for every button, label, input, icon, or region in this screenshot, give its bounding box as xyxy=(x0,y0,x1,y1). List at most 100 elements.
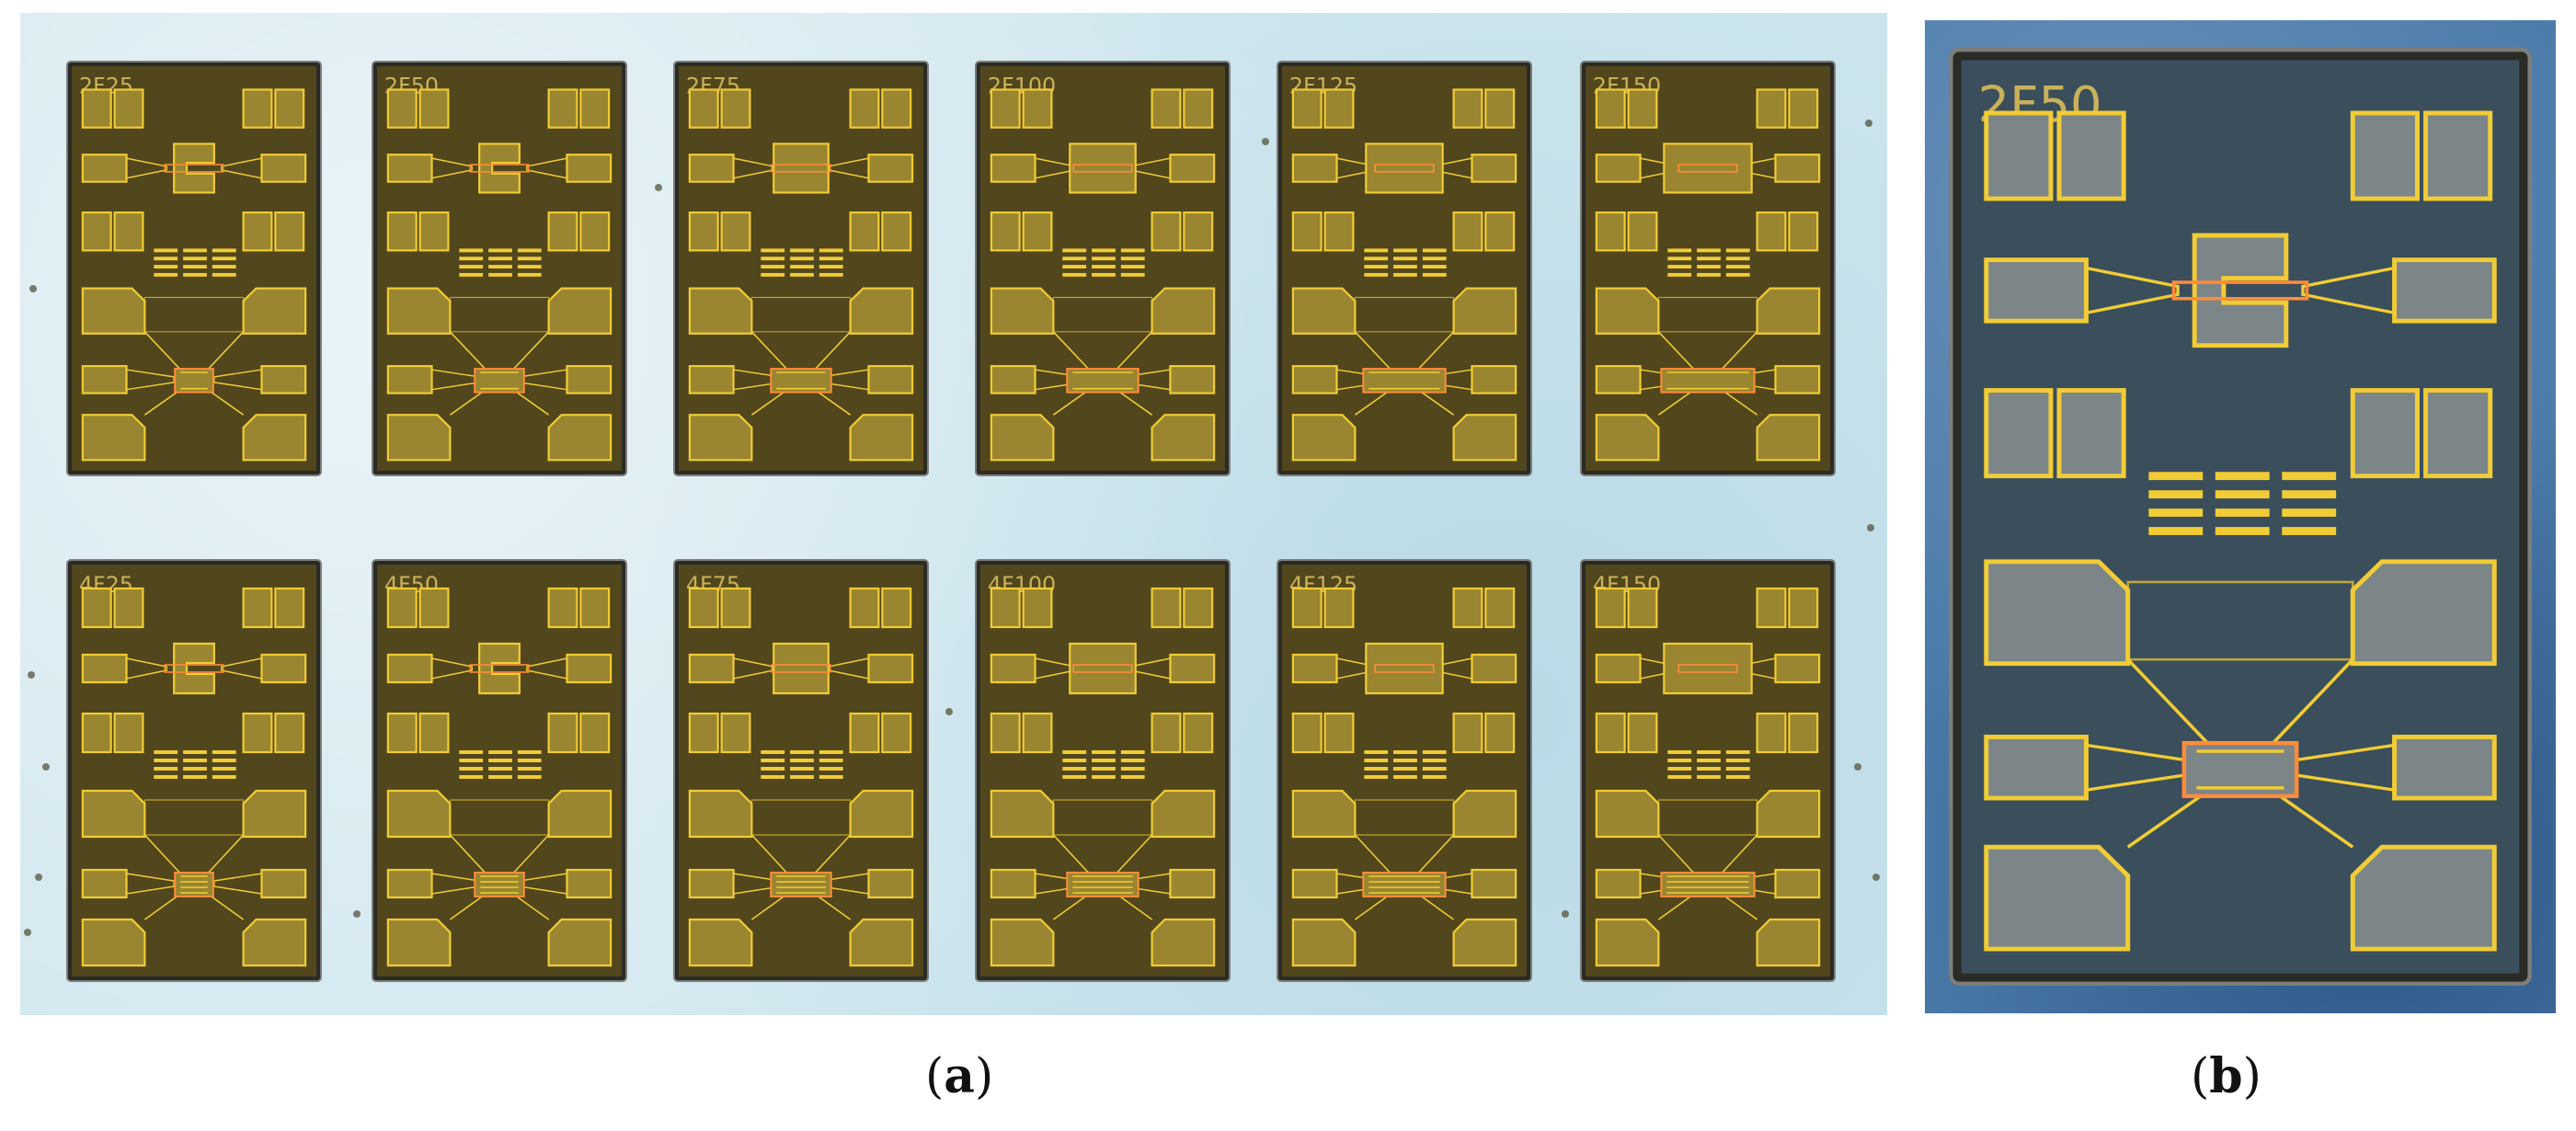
feed-lines xyxy=(449,834,550,920)
comb-line xyxy=(761,767,785,771)
contact-pad xyxy=(1151,88,1182,129)
comb-line xyxy=(154,750,178,754)
contact-pad xyxy=(1595,211,1626,252)
comb-line xyxy=(1092,759,1116,762)
ground-frame xyxy=(2126,580,2354,661)
comb-line xyxy=(790,265,814,268)
comb-line xyxy=(2148,527,2204,535)
contact-pad xyxy=(1183,88,1214,129)
comb-line xyxy=(1092,767,1116,771)
side-pad xyxy=(867,653,914,684)
comb-line xyxy=(459,767,484,771)
gate-line xyxy=(1072,164,1133,173)
contact-pad xyxy=(113,712,144,754)
contact-pad xyxy=(2350,388,2420,479)
chip-2F100: 2F100 xyxy=(975,61,1231,476)
side-pad xyxy=(566,868,613,899)
comb-line xyxy=(1422,272,1447,277)
large-pad xyxy=(990,287,1055,335)
contact-pad xyxy=(1756,712,1787,754)
gate-block xyxy=(478,642,521,695)
chip-svg: 4F75 xyxy=(673,559,929,982)
chip-svg: 2F125 xyxy=(1277,61,1532,476)
contact-pad xyxy=(990,211,1021,252)
contact-pad xyxy=(1756,88,1787,129)
comb-line xyxy=(1725,759,1750,762)
substrate-speck xyxy=(29,285,37,292)
large-pad xyxy=(547,287,613,335)
substrate-speck xyxy=(945,708,953,715)
comb-line xyxy=(2148,490,2204,499)
comb-line xyxy=(1364,272,1389,277)
substrate-speck xyxy=(1872,874,1880,881)
side-pad xyxy=(1169,868,1216,899)
chip-svg: 4F125 xyxy=(1277,559,1532,982)
contact-pad xyxy=(113,211,144,252)
comb-line xyxy=(1092,248,1116,253)
gate-line xyxy=(164,664,224,673)
gate-line xyxy=(469,664,530,673)
comb-line xyxy=(517,750,542,754)
large-pad xyxy=(1595,414,1660,462)
contact-pad xyxy=(242,211,273,252)
side-pad xyxy=(1471,365,1517,394)
comb-line xyxy=(1725,750,1750,754)
substrate-speck xyxy=(1262,138,1269,145)
comb-line xyxy=(459,257,484,261)
comb-line xyxy=(819,767,843,771)
comb-line xyxy=(154,767,178,771)
large-pad xyxy=(242,414,307,462)
contact-pad xyxy=(1452,587,1483,629)
feed-lines xyxy=(1354,834,1455,920)
side-pad xyxy=(260,365,307,394)
comb-line xyxy=(1120,272,1145,277)
contact-pad xyxy=(1151,211,1182,252)
comb-line xyxy=(1092,775,1116,779)
comb-line xyxy=(1393,759,1417,762)
large-pad xyxy=(688,287,753,335)
contact-pad xyxy=(418,211,450,252)
contact-pad xyxy=(990,587,1021,629)
comb-line xyxy=(183,248,207,253)
contact-pad xyxy=(1484,587,1516,629)
gate-line xyxy=(771,164,831,173)
feed-lines xyxy=(1052,331,1153,416)
feed-lines xyxy=(2126,658,2354,849)
comb-line xyxy=(517,248,542,253)
contact-pad xyxy=(1627,211,1658,252)
contact-pad xyxy=(1183,211,1214,252)
gate-line xyxy=(1374,664,1435,673)
contact-pad xyxy=(274,587,305,629)
large-pad xyxy=(547,414,613,462)
contact-pad xyxy=(881,587,912,629)
side-pad xyxy=(1471,868,1517,899)
comb-line xyxy=(488,767,512,771)
feed-lines xyxy=(449,331,550,416)
substrate-speck xyxy=(24,929,31,936)
caption-b-open: ( xyxy=(2191,1049,2210,1104)
chip-2F25: 2F25 xyxy=(66,61,322,476)
contact-pad xyxy=(1323,587,1355,629)
contact-pad xyxy=(1627,587,1658,629)
comb-line xyxy=(761,272,785,277)
chip-2F75: 2F75 xyxy=(673,61,929,476)
side-pad xyxy=(81,653,128,684)
gate-block xyxy=(1663,143,1753,194)
contact-pad xyxy=(2423,388,2493,479)
contact-pad xyxy=(849,712,880,754)
comb-line xyxy=(1697,272,1721,277)
side-pad xyxy=(1169,653,1216,684)
contact-pad xyxy=(418,587,450,629)
comb-line xyxy=(1092,272,1116,277)
contact-pad xyxy=(720,211,751,252)
substrate-speck xyxy=(1867,524,1874,531)
contact-pad xyxy=(1756,587,1787,629)
comb-line xyxy=(154,265,178,268)
contact-pad xyxy=(1022,211,1053,252)
comb-line xyxy=(517,767,542,771)
comb-line xyxy=(1393,248,1417,253)
large-pad xyxy=(1984,559,2131,667)
comb-line xyxy=(183,759,207,762)
contact-pad xyxy=(1151,712,1182,754)
substrate-speck xyxy=(1854,763,1861,771)
